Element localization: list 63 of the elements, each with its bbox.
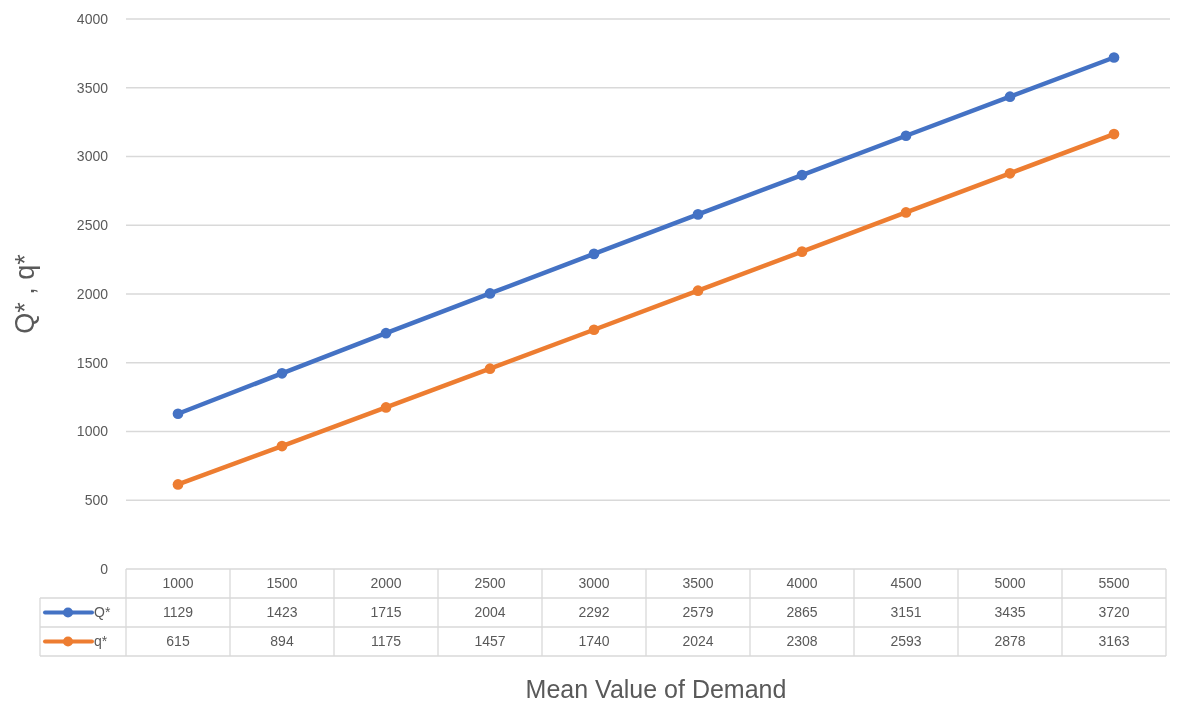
data-label: 615: [166, 633, 190, 650]
x-tick-label: 5500: [1098, 575, 1130, 592]
point: [1004, 91, 1016, 103]
x-tick-label: 1500: [266, 575, 298, 592]
y-tick-label: 1500: [76, 354, 109, 371]
x-tick-label: 1000: [162, 575, 194, 592]
y-tick-label: 2000: [76, 285, 109, 302]
data-label: 2593: [890, 633, 922, 650]
data-label: 2024: [682, 633, 714, 650]
data-label: 2292: [578, 604, 610, 621]
y-tick-label: 3500: [76, 79, 109, 96]
data-label: 3720: [1098, 604, 1130, 621]
data-label: 2865: [786, 604, 818, 621]
point: [1004, 167, 1016, 179]
y-axis-title: Q* , q*: [10, 253, 40, 334]
x-tick-label: 3000: [578, 575, 610, 592]
x-axis-title: Mean Value of Demand: [525, 675, 787, 703]
point: [276, 440, 288, 452]
legend-label: q*: [94, 633, 108, 650]
legend-label: Q*: [94, 604, 111, 621]
data-label: 2579: [682, 604, 714, 621]
point: [172, 408, 184, 420]
point: [380, 327, 392, 339]
point: [588, 248, 600, 260]
point: [692, 209, 704, 220]
point: [900, 207, 912, 218]
x-tick-label: 4500: [890, 575, 922, 592]
y-tick-label: 0: [100, 560, 109, 577]
data-label: 3435: [994, 604, 1026, 621]
point: [484, 288, 496, 299]
point: [796, 246, 808, 257]
x-tick-label: 5000: [994, 575, 1026, 592]
data-label: 3163: [1098, 633, 1130, 650]
x-tick-label: 2000: [370, 575, 402, 592]
y-tick-label: 2500: [76, 217, 109, 234]
data-label: 1457: [474, 633, 506, 650]
point: [588, 324, 600, 336]
point: [796, 169, 808, 181]
point: [172, 479, 184, 490]
point: [276, 368, 288, 379]
point: [484, 363, 496, 374]
point: [1108, 52, 1120, 63]
data-label: 1129: [162, 604, 194, 621]
x-tick-label: 2500: [474, 575, 506, 592]
data-label: 2004: [474, 604, 506, 621]
data-label: 3151: [890, 604, 922, 621]
y-tick-label: 3000: [76, 148, 109, 165]
point: [380, 402, 392, 413]
point: [1108, 128, 1120, 140]
data-label: 894: [270, 633, 294, 650]
data-label: 1423: [266, 604, 298, 621]
point: [900, 130, 912, 142]
x-tick-label: 3500: [682, 575, 714, 592]
data-label: 1175: [370, 633, 402, 650]
point: [692, 285, 704, 297]
y-tick-label: 4000: [76, 10, 109, 27]
y-tick-label: 500: [84, 492, 109, 509]
data-label: 2878: [994, 633, 1026, 650]
y-tick-label: 1000: [76, 423, 109, 440]
data-label: 1740: [578, 633, 610, 650]
x-tick-label: 4000: [786, 575, 818, 592]
data-label: 2308: [786, 633, 818, 650]
data-label: 1715: [370, 604, 402, 621]
